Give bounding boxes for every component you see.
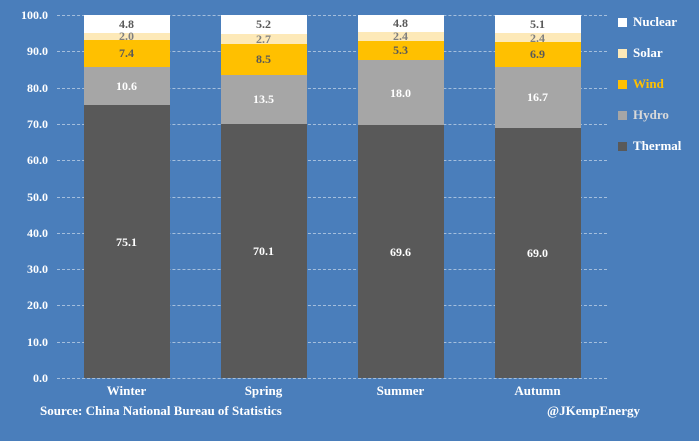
bar-segment-thermal: 69.0 [494, 127, 581, 378]
legend-swatch-icon [618, 141, 627, 151]
legend-label: Solar [633, 45, 663, 60]
segment-value-label: 2.7 [256, 31, 271, 46]
y-tick-label: 60.0 [27, 153, 48, 168]
gridline [57, 269, 607, 271]
legend-swatch-icon [618, 17, 627, 27]
gridline [57, 232, 607, 234]
bar-segment-solar: 2.4 [357, 29, 444, 44]
plot-area: 4.8 2.0 7.4 10.6 75.1 5.2 2.7 8.5 13.5 70.1 4.8 2.4… [57, 14, 607, 379]
x-tick-label-autumn: Autumn [514, 383, 561, 398]
segment-value-label: 4.8 [119, 17, 134, 32]
bar-segment-hydro: 13.5 [220, 74, 307, 124]
bars-row: 4.8 2.0 7.4 10.6 75.1 5.2 2.7 8.5 13.5 70.1 4.8 2.4… [57, 14, 607, 378]
y-axis: 0.0 10.0 20.0 30.0 40.0 50.0 60.0 70.0 80.0 90.0 1… [0, 0, 48, 441]
y-tick-label: 80.0 [27, 80, 48, 95]
bar-segment-wind: 7.4 [83, 40, 170, 67]
bar-segment-nuclear: 5.2 [220, 15, 307, 34]
bar-segment-solar: 2.0 [83, 29, 170, 44]
bar-autumn: 5.1 2.4 6.9 16.7 69.0 [494, 14, 581, 378]
y-tick-label: 90.0 [27, 44, 48, 59]
legend-swatch-icon [618, 110, 627, 120]
y-tick-label: 0.0 [33, 371, 48, 385]
legend-swatch-icon [618, 48, 627, 58]
y-tick-label: 50.0 [27, 189, 48, 204]
segment-value-label: 69.6 [390, 244, 411, 259]
y-tick-label: 20.0 [27, 298, 48, 313]
segment-value-label: 13.5 [253, 92, 274, 107]
x-tick-label-winter: Winter [106, 383, 147, 398]
bar-segment-wind: 8.5 [220, 43, 307, 75]
legend-item-nuclear: Nuclear [618, 15, 681, 29]
bar-segment-solar: 2.7 [220, 31, 307, 46]
gridlines [57, 15, 607, 379]
segment-value-label: 7.4 [119, 46, 134, 61]
bar-spring: 5.2 2.7 8.5 13.5 70.1 [220, 15, 307, 378]
segment-value-label: 5.1 [530, 16, 545, 31]
segment-value-label: 2.0 [119, 29, 134, 44]
gridline [57, 15, 607, 16]
legend-label: Hydro [633, 107, 669, 122]
segment-value-label: 75.1 [116, 234, 137, 249]
bar-winter: 4.8 2.0 7.4 10.6 75.1 [83, 15, 170, 378]
gridline [57, 87, 607, 89]
bar-segment-thermal: 69.6 [357, 125, 444, 378]
y-tick-label: 100.0 [21, 8, 48, 22]
segment-value-label: 6.9 [530, 47, 545, 62]
segment-value-label: 5.3 [393, 43, 408, 58]
bar-segment-nuclear: 4.8 [83, 15, 170, 33]
y-tick-label: 30.0 [27, 262, 48, 277]
gridline [57, 196, 607, 198]
segment-value-label: 2.4 [393, 29, 408, 44]
gridline [57, 378, 607, 379]
bar-segment-nuclear: 4.8 [357, 14, 444, 33]
segment-value-label: 10.6 [116, 79, 137, 94]
gridline [57, 123, 607, 125]
segment-value-label: 2.4 [530, 30, 545, 45]
x-tick-label-spring: Spring [244, 383, 283, 398]
segment-value-label: 16.7 [527, 90, 548, 105]
bar-segment-wind: 5.3 [357, 40, 444, 61]
x-tick-label-summer: Summer [376, 383, 425, 398]
legend-label: Thermal [633, 138, 682, 153]
bar-segment-wind: 6.9 [494, 41, 581, 67]
x-axis-labels: Winter Spring Summer Autumn [57, 383, 607, 399]
gridline [57, 51, 607, 53]
legend-item-thermal: Thermal [618, 139, 681, 153]
segment-value-label: 69.0 [527, 245, 548, 260]
legend-item-solar: Solar [618, 46, 681, 60]
y-tick-label: 40.0 [27, 225, 48, 240]
legend-item-wind: Wind [618, 77, 681, 91]
legend-label: Wind [633, 76, 664, 91]
gridline [57, 160, 607, 162]
bar-segment-thermal: 70.1 [220, 123, 307, 378]
y-tick-label: 10.0 [27, 334, 48, 349]
bar-segment-nuclear: 5.1 [494, 14, 581, 34]
legend: Nuclear Solar Wind Hydro Thermal [618, 15, 681, 153]
segment-value-label: 4.8 [393, 16, 408, 31]
legend-label: Nuclear [633, 14, 678, 29]
source-note: Source: China National Bureau of Statist… [40, 403, 282, 418]
gridline [57, 305, 607, 307]
bar-segment-solar: 2.4 [494, 30, 581, 45]
segment-value-label: 5.2 [256, 17, 271, 32]
bar-segment-hydro: 18.0 [357, 60, 444, 126]
segment-value-label: 8.5 [256, 52, 271, 67]
bar-segment-hydro: 10.6 [83, 66, 170, 106]
y-tick-label: 70.0 [27, 116, 48, 131]
legend-item-hydro: Hydro [618, 108, 681, 122]
segment-value-label: 18.0 [390, 85, 411, 100]
attribution: @JKempEnergy [547, 403, 640, 418]
segment-value-label: 70.1 [253, 243, 274, 258]
gridline [57, 341, 607, 343]
bar-segment-hydro: 16.7 [494, 66, 581, 128]
bar-summer: 4.8 2.4 5.3 18.0 69.6 [357, 14, 444, 378]
bar-segment-thermal: 75.1 [83, 105, 170, 378]
legend-swatch-icon [618, 79, 627, 89]
